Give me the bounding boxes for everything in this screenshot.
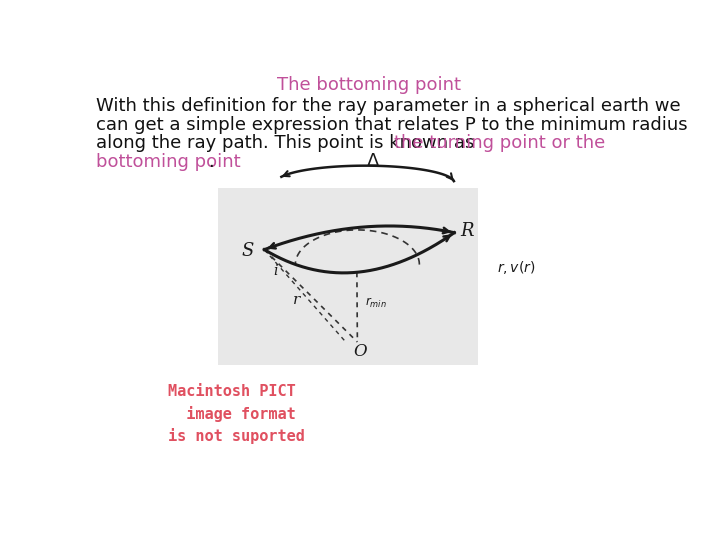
Text: $r, v(r)$: $r, v(r)$	[497, 259, 536, 276]
Bar	[218, 188, 477, 365]
Text: .: .	[208, 153, 214, 171]
Text: bottoming point: bottoming point	[96, 153, 240, 171]
Text: With this definition for the ray parameter in a spherical earth we: With this definition for the ray paramet…	[96, 97, 681, 115]
Text: can get a simple expression that relates P to the minimum radius: can get a simple expression that relates…	[96, 116, 688, 133]
Text: along the ray path. This point is known as: along the ray path. This point is known …	[96, 134, 480, 152]
Text: the turning point or the: the turning point or the	[394, 134, 605, 152]
Text: The bottoming point: The bottoming point	[277, 76, 461, 93]
Text: R: R	[460, 222, 474, 240]
Text: r: r	[293, 293, 300, 307]
Text: Macintosh PICT
  image format
is not suported: Macintosh PICT image format is not supor…	[168, 384, 305, 444]
Text: O: O	[353, 343, 366, 360]
Text: S: S	[241, 242, 253, 260]
Text: $\Delta$: $\Delta$	[366, 152, 380, 170]
Text: i: i	[274, 264, 278, 278]
Text: $r_{min}$: $r_{min}$	[365, 296, 387, 310]
